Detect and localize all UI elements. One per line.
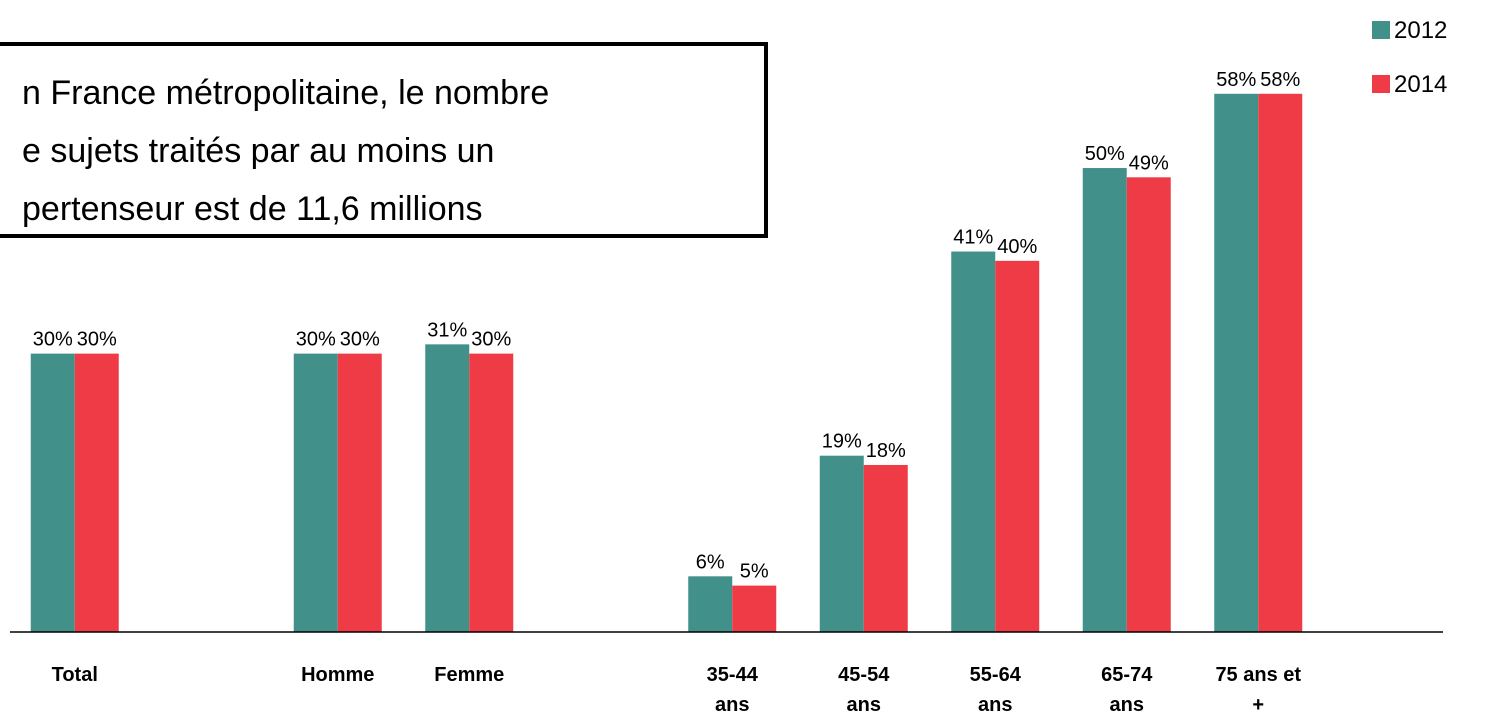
data-label: 30% xyxy=(77,329,117,351)
legend-swatch xyxy=(1372,75,1390,93)
x-tick-label: 75 ans et + xyxy=(1215,664,1302,716)
x-tick-label: Total xyxy=(51,664,98,686)
legend-label: 2014 xyxy=(1394,71,1447,98)
bar xyxy=(995,260,1040,632)
bar xyxy=(951,251,996,632)
bar xyxy=(30,353,75,632)
x-tick-label: 55-64 ans xyxy=(969,664,1021,716)
bar xyxy=(337,353,382,632)
data-label: 41% xyxy=(953,227,993,249)
data-label: 58% xyxy=(1216,69,1256,91)
bar xyxy=(425,344,470,632)
x-tick-label: Femme xyxy=(434,664,505,686)
annotation: n France métropolitaine, le nombre e suj… xyxy=(22,74,550,228)
x-tick-label: Homme xyxy=(301,664,375,686)
data-label: 50% xyxy=(1085,143,1125,165)
data-label: 18% xyxy=(866,440,906,462)
bar xyxy=(74,353,119,632)
data-label: 30% xyxy=(471,329,511,351)
bar xyxy=(1258,93,1303,632)
x-tick-label: 45-54 ans xyxy=(838,664,890,716)
x-tick-label: 65-74 ans xyxy=(1101,664,1153,716)
bar xyxy=(688,576,733,632)
legend-swatch xyxy=(1372,21,1390,39)
data-label: 19% xyxy=(822,431,862,453)
bar xyxy=(469,353,514,632)
bar xyxy=(293,353,338,632)
data-label: 30% xyxy=(296,329,336,351)
data-label: 58% xyxy=(1260,69,1300,91)
data-label: 31% xyxy=(427,319,467,341)
x-tick-label: 35-44 ans xyxy=(706,664,758,716)
bar xyxy=(1126,177,1171,632)
annotation-box: n France métropolitaine, le nombre e suj… xyxy=(0,42,768,238)
bar xyxy=(819,455,864,632)
data-label: 40% xyxy=(997,236,1037,258)
bar xyxy=(1082,168,1127,632)
data-label: 5% xyxy=(740,561,769,583)
data-label: 30% xyxy=(33,329,73,351)
data-label: 6% xyxy=(696,551,725,573)
bar xyxy=(732,585,777,632)
bar xyxy=(1214,93,1259,632)
data-label: 30% xyxy=(340,329,380,351)
data-label: 49% xyxy=(1129,152,1169,174)
bar xyxy=(863,464,908,632)
legend-label: 2012 xyxy=(1394,17,1447,44)
